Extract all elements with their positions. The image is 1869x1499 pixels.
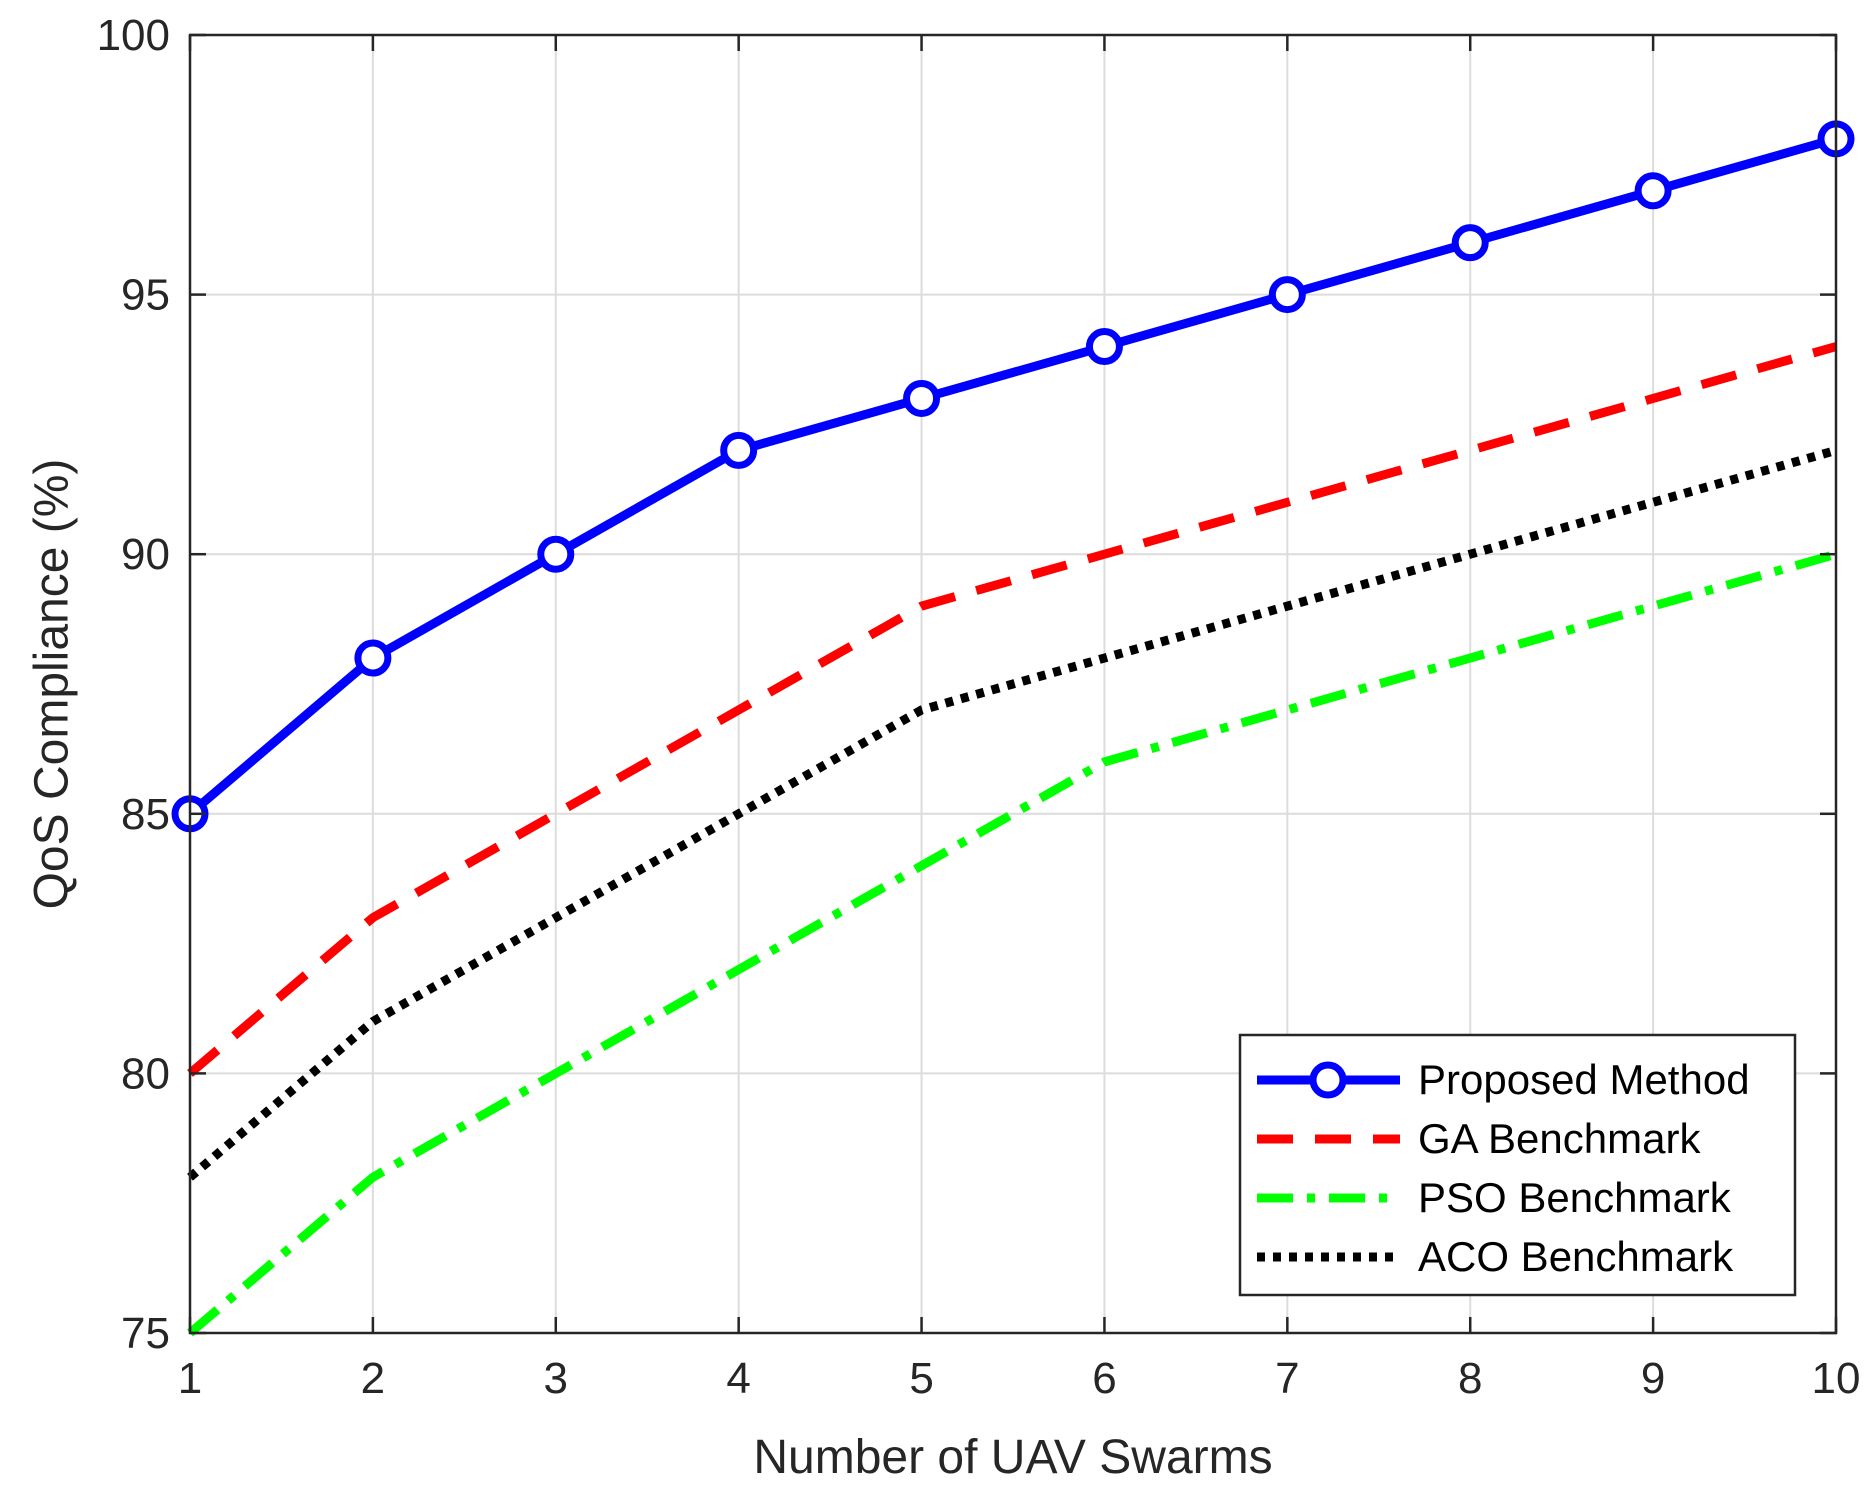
- x-tick-label: 3: [544, 1354, 568, 1403]
- legend-label-pso-benchmark: PSO Benchmark: [1418, 1174, 1732, 1221]
- series-line-aco-benchmark: [187, 446, 1838, 1181]
- legend-marker-proposed-method: [1309, 1061, 1347, 1099]
- series-lines: [171, 120, 1855, 1337]
- data-point-proposed-method: [903, 379, 941, 417]
- y-tick-label: 75: [121, 1309, 170, 1358]
- x-tick-label: 1: [178, 1354, 202, 1403]
- legend-label-ga-benchmark: GA Benchmark: [1418, 1115, 1701, 1162]
- x-tick-label: 2: [361, 1354, 385, 1403]
- x-tick-label: 5: [909, 1354, 933, 1403]
- series-line-pso-benchmark: [187, 549, 1838, 1337]
- legend-label-proposed-method: Proposed Method: [1418, 1056, 1750, 1103]
- series-line-proposed-method: [187, 134, 1838, 818]
- plot-frame: [188, 33, 1838, 1335]
- x-tick-label: 7: [1275, 1354, 1299, 1403]
- data-point-proposed-method: [1634, 172, 1672, 210]
- x-tick-label: 9: [1641, 1354, 1665, 1403]
- data-point-proposed-method: [537, 535, 575, 573]
- y-axis-title: QoS Compliance (%): [26, 459, 79, 910]
- legend-label-aco-benchmark: ACO Benchmark: [1418, 1233, 1734, 1280]
- data-point-proposed-method: [354, 639, 392, 677]
- data-point-proposed-method: [1268, 276, 1306, 314]
- axis-ticks: [188, 33, 1838, 1335]
- y-tick-label: 80: [121, 1049, 170, 1098]
- x-tick-label: 6: [1092, 1354, 1116, 1403]
- x-axis-title: Number of UAV Swarms: [753, 1431, 1272, 1484]
- y-tick-label: 85: [121, 790, 170, 839]
- x-tick-label: 8: [1458, 1354, 1482, 1403]
- y-tick-label: 95: [121, 271, 170, 320]
- data-point-proposed-method: [1451, 224, 1489, 262]
- legend: Proposed Method GA Benchmark PSO Benchmark…: [1238, 1033, 1797, 1297]
- y-tick-label: 90: [121, 530, 170, 579]
- x-tick-label: 4: [726, 1354, 750, 1403]
- series-line-ga-benchmark: [187, 342, 1838, 1077]
- y-tick-label: 100: [97, 11, 170, 60]
- tick-labels: 1 2 3 4 5 6 7 8 9 10 75 80 85 90 95 100: [97, 11, 1861, 1403]
- x-tick-label: 10: [1812, 1354, 1861, 1403]
- data-point-proposed-method: [720, 431, 758, 469]
- data-point-proposed-method: [1085, 328, 1123, 366]
